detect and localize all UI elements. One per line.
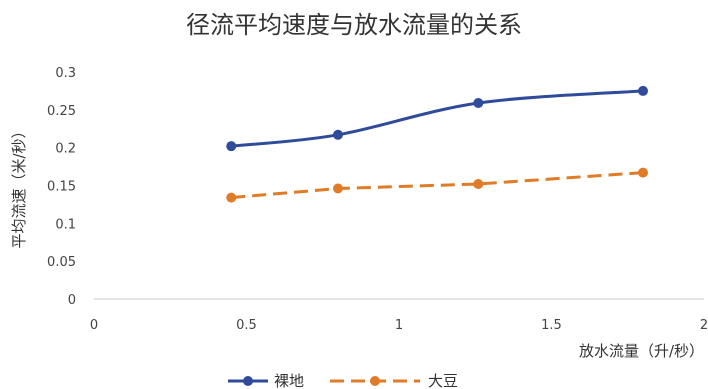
y-tick-label: 0.3 bbox=[55, 66, 76, 81]
axes bbox=[94, 298, 704, 300]
x-tick-labels: 0 0.5 1 1.5 2 bbox=[90, 318, 708, 333]
series-line-2 bbox=[231, 171, 644, 200]
y-tick-label: 0.25 bbox=[47, 104, 76, 119]
x-tick-label: 1.5 bbox=[541, 318, 562, 333]
legend-label-series-1: 裸地 bbox=[274, 372, 304, 389]
series-2-point bbox=[638, 167, 648, 178]
x-tick-label: 0.5 bbox=[236, 318, 257, 333]
series-1-point bbox=[473, 98, 484, 109]
series-1-point bbox=[226, 141, 237, 152]
legend: 裸地 大豆 bbox=[228, 372, 458, 389]
legend-item-series-1: 裸地 bbox=[228, 372, 304, 389]
y-tick-labels: 0 0.05 0.1 0.15 0.2 0.25 0.3 bbox=[47, 66, 76, 308]
legend-item-series-2: 大豆 bbox=[330, 372, 458, 389]
y-tick-label: 0.1 bbox=[55, 217, 76, 232]
chart-title: 径流平均速度与放水流量的关系 bbox=[186, 11, 522, 39]
y-tick-label: 0.2 bbox=[55, 142, 76, 157]
legend-marker-series-1 bbox=[243, 376, 253, 386]
x-tick-label: 1 bbox=[395, 318, 403, 333]
series-1-point bbox=[638, 85, 648, 96]
y-tick-label: 0.15 bbox=[47, 180, 76, 195]
legend-marker-series-2 bbox=[370, 376, 380, 386]
series-2-point bbox=[473, 178, 484, 189]
series-layer bbox=[226, 85, 648, 203]
series-1-point bbox=[333, 129, 343, 140]
y-tick-label: 0 bbox=[68, 293, 76, 308]
series-2-point bbox=[226, 192, 237, 203]
y-tick-label: 0.05 bbox=[47, 255, 76, 270]
x-tick-label: 2 bbox=[700, 318, 708, 333]
x-axis-label: 放水流量（升/秒） bbox=[579, 342, 704, 360]
x-tick-label: 0 bbox=[90, 318, 98, 333]
y-axis-label: 平均流速（米/秒） bbox=[10, 123, 28, 248]
series-2-point bbox=[333, 183, 343, 194]
series-line-1 bbox=[231, 89, 644, 148]
legend-label-series-2: 大豆 bbox=[428, 372, 458, 389]
